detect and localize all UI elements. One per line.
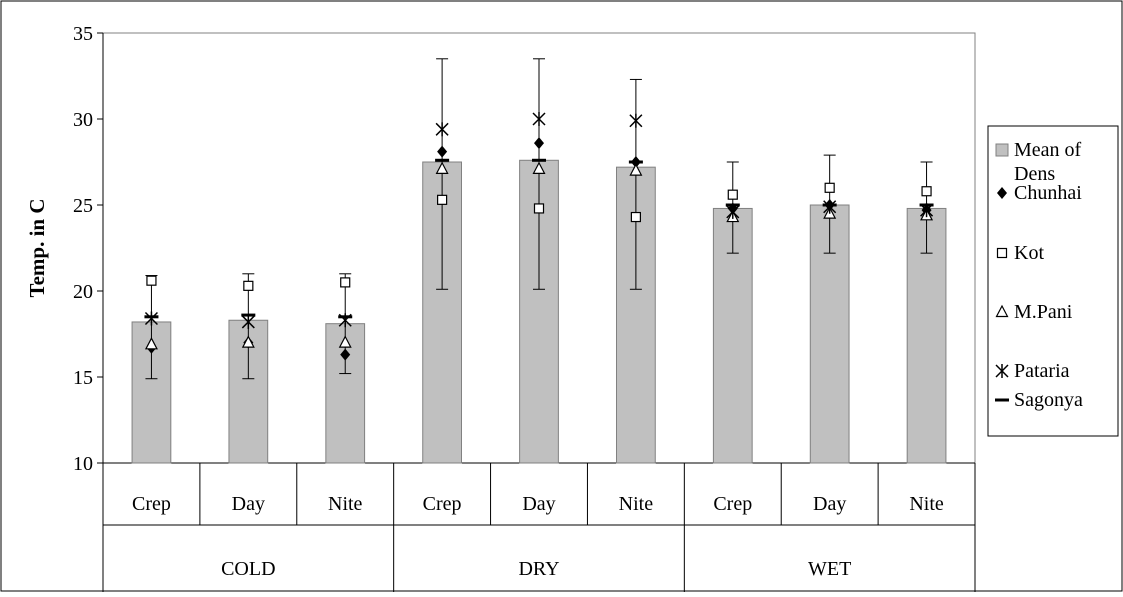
point-sagonya (822, 203, 837, 207)
point-kot (824, 182, 835, 193)
category-label: Day (232, 493, 265, 515)
group-label: DRY (518, 558, 559, 580)
y-tick-label: 25 (73, 195, 93, 217)
point-kot (727, 189, 738, 200)
y-tick-label: 10 (73, 453, 93, 475)
category-label: Nite (909, 493, 944, 515)
point-pataria (726, 204, 740, 219)
legend-label: Pataria (1014, 360, 1070, 382)
category-label: Nite (619, 493, 654, 515)
point-sagonya (338, 315, 353, 319)
legend-marker-m-pani (995, 304, 1009, 318)
group-label: WET (808, 558, 851, 580)
y-tick-label: 30 (73, 109, 93, 131)
point-kot (437, 194, 448, 205)
category-label: Day (813, 493, 846, 515)
point-sagonya (725, 203, 740, 207)
category-label: Day (522, 493, 555, 515)
point-sagonya (241, 313, 256, 317)
point-pataria (144, 311, 158, 326)
legend-box (987, 125, 1119, 437)
point-m-pani (435, 161, 449, 174)
legend-label: Kot (1014, 242, 1044, 264)
point-chunhai (340, 348, 351, 361)
point-m-pani (338, 335, 352, 348)
legend-marker-pataria (995, 364, 1009, 378)
point-sagonya (435, 158, 450, 162)
point-kot (340, 277, 351, 288)
legend-marker-kot (996, 247, 1008, 259)
point-sagonya (144, 315, 159, 319)
point-kot (243, 280, 254, 291)
point-sagonya (628, 160, 643, 164)
legend-label: M.Pani (1014, 301, 1073, 323)
point-m-pani (144, 337, 158, 350)
point-kot (921, 186, 932, 197)
category-label: Crep (132, 493, 171, 515)
point-pataria (532, 112, 546, 126)
legend-label: Chunhai (1014, 182, 1082, 204)
point-m-pani (629, 163, 643, 176)
legend-label: Sagonya (1014, 389, 1083, 411)
point-pataria (241, 314, 255, 329)
y-tick-label: 35 (73, 23, 93, 45)
category-label: Crep (423, 493, 462, 515)
point-sagonya (919, 203, 934, 207)
point-sagonya (532, 158, 546, 162)
y-axis-label: Temp. in C (25, 198, 49, 297)
point-pataria (823, 199, 837, 214)
point-kot (533, 203, 545, 214)
point-m-pani (241, 335, 255, 348)
point-chunhai (534, 137, 544, 150)
legend-label: Dens (1014, 163, 1055, 185)
point-kot (630, 211, 641, 223)
plot-layer: 10 15 20 25 30 35 COLD DRY WET Crep Day Nite Crep Day… (73, 23, 976, 592)
legend-marker-sagonya (995, 398, 1009, 402)
point-pataria (629, 113, 643, 128)
category-label: Nite (328, 493, 363, 515)
group-label: COLD (221, 558, 275, 580)
point-m-pani (532, 161, 546, 174)
point-kot (146, 275, 157, 286)
legend-label: Mean of (1014, 139, 1082, 161)
y-tick-label: 20 (73, 281, 93, 303)
point-pataria (435, 122, 449, 137)
category-label: Crep (713, 493, 752, 515)
y-tick-label: 15 (73, 367, 93, 389)
point-chunhai (437, 145, 448, 158)
legend-marker-chunhai (997, 187, 1007, 199)
legend-swatch-bar (995, 143, 1009, 157)
